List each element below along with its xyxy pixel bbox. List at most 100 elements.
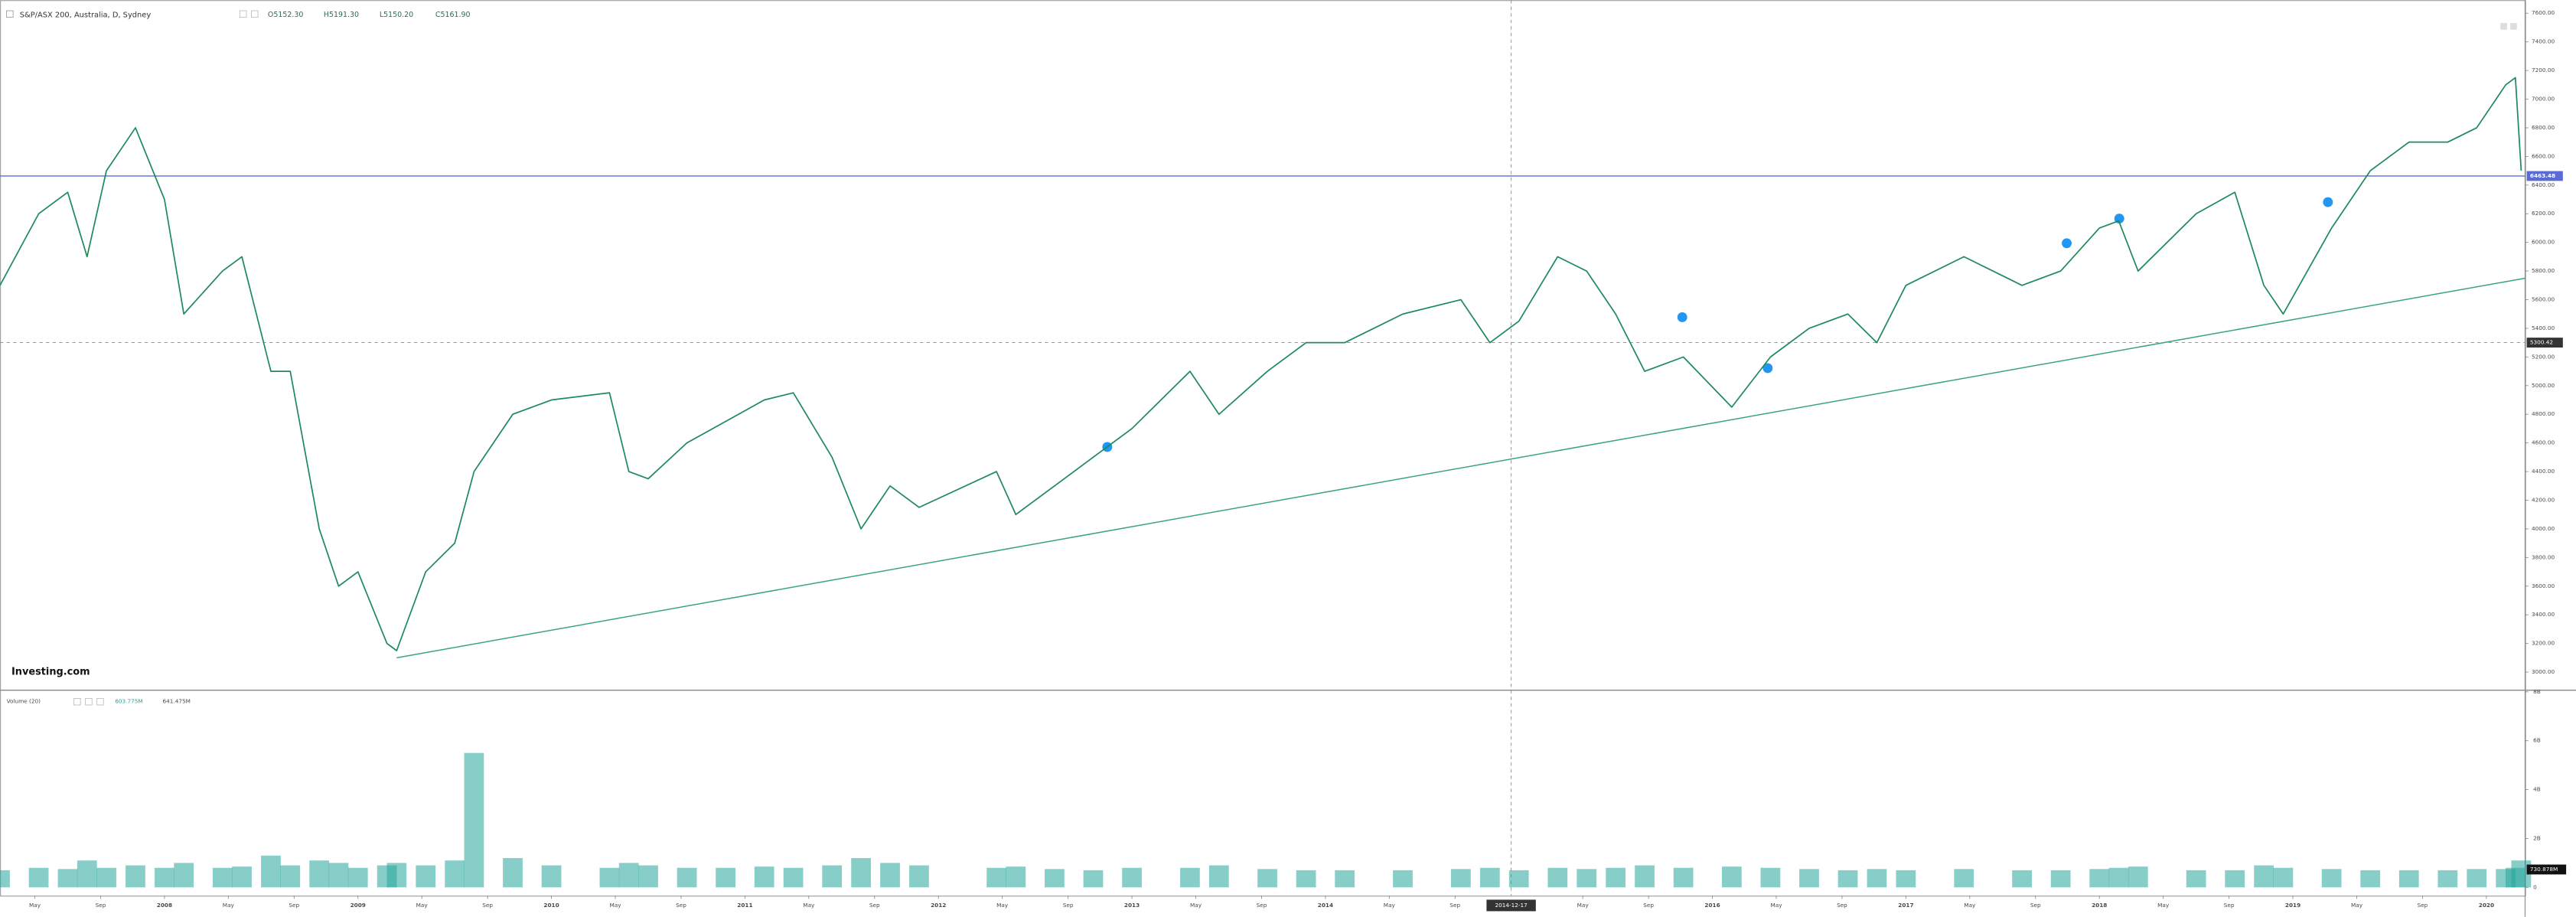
volume-bar bbox=[716, 867, 735, 888]
trend-line bbox=[396, 277, 2525, 659]
y-tick-label: 3600.00 bbox=[2532, 583, 2555, 589]
settings-button[interactable] bbox=[239, 10, 247, 18]
y-tick-label: 5600.00 bbox=[2532, 296, 2555, 303]
y-tick-label: 4400.00 bbox=[2532, 468, 2555, 475]
x-tick-label: 2012 bbox=[931, 902, 946, 909]
volume-bar bbox=[280, 865, 301, 888]
x-tick-label: Sep bbox=[1257, 902, 1267, 909]
x-tick-label: 2013 bbox=[1124, 902, 1140, 909]
volume-bar bbox=[464, 752, 484, 888]
event-marker[interactable] bbox=[2062, 238, 2072, 249]
x-tick-label: Sep bbox=[1449, 902, 1460, 909]
x-tick-label: May bbox=[1964, 902, 1976, 909]
volume-bar bbox=[754, 866, 774, 888]
y-tick-label: 4600.00 bbox=[2532, 439, 2555, 446]
volume-bar bbox=[174, 863, 194, 888]
volume-bar bbox=[57, 869, 78, 888]
volume-bar bbox=[1673, 867, 1694, 888]
volume-bar bbox=[541, 865, 562, 888]
x-tick-label: 2019 bbox=[2285, 902, 2300, 909]
volume-bar bbox=[851, 857, 871, 888]
frame bbox=[0, 0, 2526, 897]
volume-button[interactable] bbox=[73, 697, 81, 706]
volume-bar bbox=[1257, 869, 1277, 888]
x-tick-label: 2017 bbox=[1898, 902, 1913, 909]
x-tick-label: Sep bbox=[1063, 902, 1074, 909]
x-tick-label: 2008 bbox=[157, 902, 172, 909]
volume-button[interactable] bbox=[85, 697, 93, 706]
volume-bar bbox=[1577, 869, 1597, 888]
volume-tick-label: 8B bbox=[2533, 688, 2541, 695]
x-tick-label: May bbox=[416, 902, 429, 909]
volume-bar bbox=[1896, 870, 1916, 888]
x-tick-label: 2014 bbox=[1318, 902, 1333, 909]
volume-bar bbox=[618, 863, 639, 888]
volume-bar bbox=[232, 866, 252, 888]
y-tick-label: 5800.00 bbox=[2532, 267, 2555, 274]
x-tick-label: 2016 bbox=[1704, 902, 1720, 909]
volume-bar bbox=[261, 855, 281, 888]
y-tick-label: 6400.00 bbox=[2532, 181, 2555, 188]
high-value: H5191.30 bbox=[324, 11, 359, 19]
x-tick-label: May bbox=[1577, 902, 1590, 909]
close-value: C5161.90 bbox=[435, 11, 471, 19]
y-tick-label: 6800.00 bbox=[2532, 124, 2555, 131]
volume-bar bbox=[2398, 870, 2419, 888]
crosshair-date-label: 2014-12-17 bbox=[1495, 902, 1528, 909]
x-tick-label: 2010 bbox=[543, 902, 559, 909]
volume-bar bbox=[599, 867, 620, 888]
y-tick-label: 4800.00 bbox=[2532, 410, 2555, 417]
volume-bar bbox=[822, 865, 843, 888]
volume-bar bbox=[1208, 865, 1229, 888]
volume-bar bbox=[2360, 870, 2381, 888]
pane-button[interactable] bbox=[2500, 23, 2507, 30]
x-tick-label: Sep bbox=[289, 902, 299, 909]
crosshair-tag-label: 5300.42 bbox=[2530, 339, 2553, 346]
x-tick-label: May bbox=[29, 902, 41, 909]
volume-bar bbox=[309, 860, 330, 888]
volume-bar bbox=[212, 867, 233, 888]
event-marker[interactable] bbox=[1677, 312, 1687, 322]
volume-bar bbox=[1122, 867, 1142, 888]
pane-button[interactable] bbox=[2510, 23, 2517, 30]
volume-bar bbox=[2089, 869, 2110, 888]
y-tick-label: 7600.00 bbox=[2532, 9, 2555, 16]
volume-bar bbox=[416, 865, 436, 888]
event-marker[interactable] bbox=[2323, 197, 2333, 207]
volume-bar bbox=[347, 867, 368, 888]
x-tick-label: 2011 bbox=[737, 902, 752, 909]
volume-bar bbox=[1954, 869, 1974, 888]
x-tick-label: Sep bbox=[2030, 902, 2041, 909]
volume-bar bbox=[1479, 867, 1500, 888]
volume-bar bbox=[1393, 870, 1413, 888]
volume-bar bbox=[2254, 865, 2274, 888]
collapse-button[interactable] bbox=[6, 10, 14, 18]
volume-tag-label: 730.878M bbox=[2530, 866, 2558, 873]
y-tick-label: 7400.00 bbox=[2532, 38, 2555, 45]
open-value: O5152.30 bbox=[268, 11, 303, 19]
volume-bar bbox=[28, 867, 49, 888]
volume-bar bbox=[126, 865, 145, 888]
x-tick-label: May bbox=[1190, 902, 1202, 909]
price-tag bbox=[2526, 171, 2563, 181]
x-tick-label: Sep bbox=[482, 902, 493, 909]
volume-bar bbox=[2050, 870, 2071, 888]
x-tick-label: Sep bbox=[676, 902, 686, 909]
x-tick-label: Sep bbox=[1837, 902, 1847, 909]
logo: Investing.com bbox=[11, 667, 90, 678]
volume-bar bbox=[1547, 867, 1568, 888]
symbol-title: S&P/ASX 200, Australia, D, Sydney bbox=[20, 11, 152, 19]
volume-bar bbox=[1180, 867, 1200, 888]
close-button[interactable] bbox=[251, 10, 259, 18]
volume-button[interactable] bbox=[96, 697, 104, 706]
volume-bar bbox=[2321, 869, 2342, 888]
volume-bar bbox=[1799, 869, 1819, 888]
event-marker[interactable] bbox=[1762, 363, 1773, 374]
volume-tag bbox=[2526, 864, 2567, 875]
volume-bar bbox=[1606, 867, 1626, 888]
volume-bar bbox=[445, 860, 465, 888]
volume-bar bbox=[1006, 866, 1026, 888]
y-tick-label: 5200.00 bbox=[2532, 353, 2555, 360]
